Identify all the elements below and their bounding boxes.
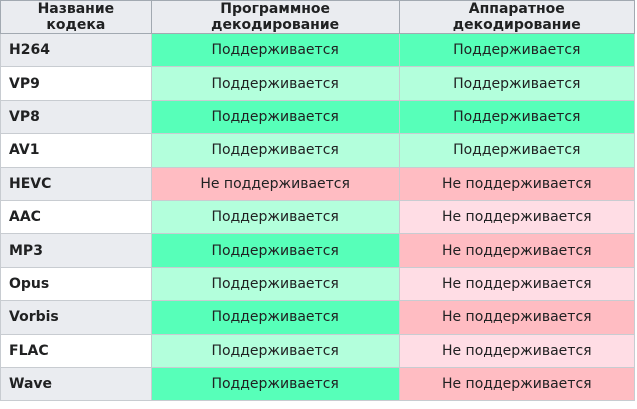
row: VP9 Поддерживается Поддерживается: [0, 66, 636, 101]
codec-name: H264: [0, 32, 152, 68]
row: MP3 Поддерживается Не поддерживается: [0, 233, 636, 268]
row: AAC Поддерживается Не поддерживается: [0, 199, 636, 235]
row: FLAC Поддерживается Не поддерживается: [0, 333, 636, 368]
row: VP8 Поддерживается Поддерживается: [0, 99, 636, 135]
software-cell: Поддерживается: [150, 333, 400, 368]
hardware-cell: Поддерживается: [398, 133, 636, 168]
row: Vorbis Поддерживается Не поддерживается: [0, 300, 636, 335]
software-cell: Поддерживается: [150, 66, 400, 101]
row: Opus Поддерживается Не поддерживается: [0, 266, 636, 302]
hardware-cell: Не поддерживается: [398, 266, 636, 302]
codec-name: FLAC: [0, 333, 152, 368]
row: HEVC Не поддерживается Не поддерживается: [0, 166, 636, 201]
software-cell: Поддерживается: [150, 233, 400, 268]
hardware-cell: Не поддерживается: [398, 199, 636, 235]
software-cell: Поддерживается: [150, 133, 400, 168]
hardware-cell: Не поддерживается: [398, 333, 636, 368]
hardware-cell: Не поддерживается: [398, 233, 636, 268]
hardware-cell: Поддерживается: [398, 32, 636, 68]
software-cell: Поддерживается: [150, 366, 400, 402]
hardware-cell: Поддерживается: [398, 66, 636, 101]
hardware-cell: Не поддерживается: [398, 166, 636, 201]
codec-name: MP3: [0, 233, 152, 268]
software-cell: Не поддерживается: [150, 166, 400, 201]
codec-name: AAC: [0, 199, 152, 235]
software-cell: Поддерживается: [150, 300, 400, 335]
row: AV1 Поддерживается Поддерживается: [0, 133, 636, 168]
software-cell: Поддерживается: [150, 199, 400, 235]
codec-name: Vorbis: [0, 300, 152, 335]
hardware-cell: Не поддерживается: [398, 366, 636, 402]
header-row: Название кодека Программное декодировани…: [0, 0, 636, 34]
header-cell: Программное декодирование: [150, 0, 400, 34]
codec-name: AV1: [0, 133, 152, 168]
row: Wave Поддерживается Не поддерживается: [0, 366, 636, 402]
codec-name: Opus: [0, 266, 152, 302]
header-cell: Название кодека: [0, 0, 152, 34]
software-cell: Поддерживается: [150, 99, 400, 135]
codec-name: VP9: [0, 66, 152, 101]
codec-name: VP8: [0, 99, 152, 135]
software-cell: Поддерживается: [150, 266, 400, 302]
software-cell: Поддерживается: [150, 32, 400, 68]
hardware-cell: Поддерживается: [398, 99, 636, 135]
codec-name: HEVC: [0, 166, 152, 201]
codec-name: Wave: [0, 366, 152, 402]
hardware-cell: Не поддерживается: [398, 300, 636, 335]
header-cell: Аппаратное декодирование: [398, 0, 636, 34]
row: H264 Поддерживается Поддерживается: [0, 32, 636, 68]
